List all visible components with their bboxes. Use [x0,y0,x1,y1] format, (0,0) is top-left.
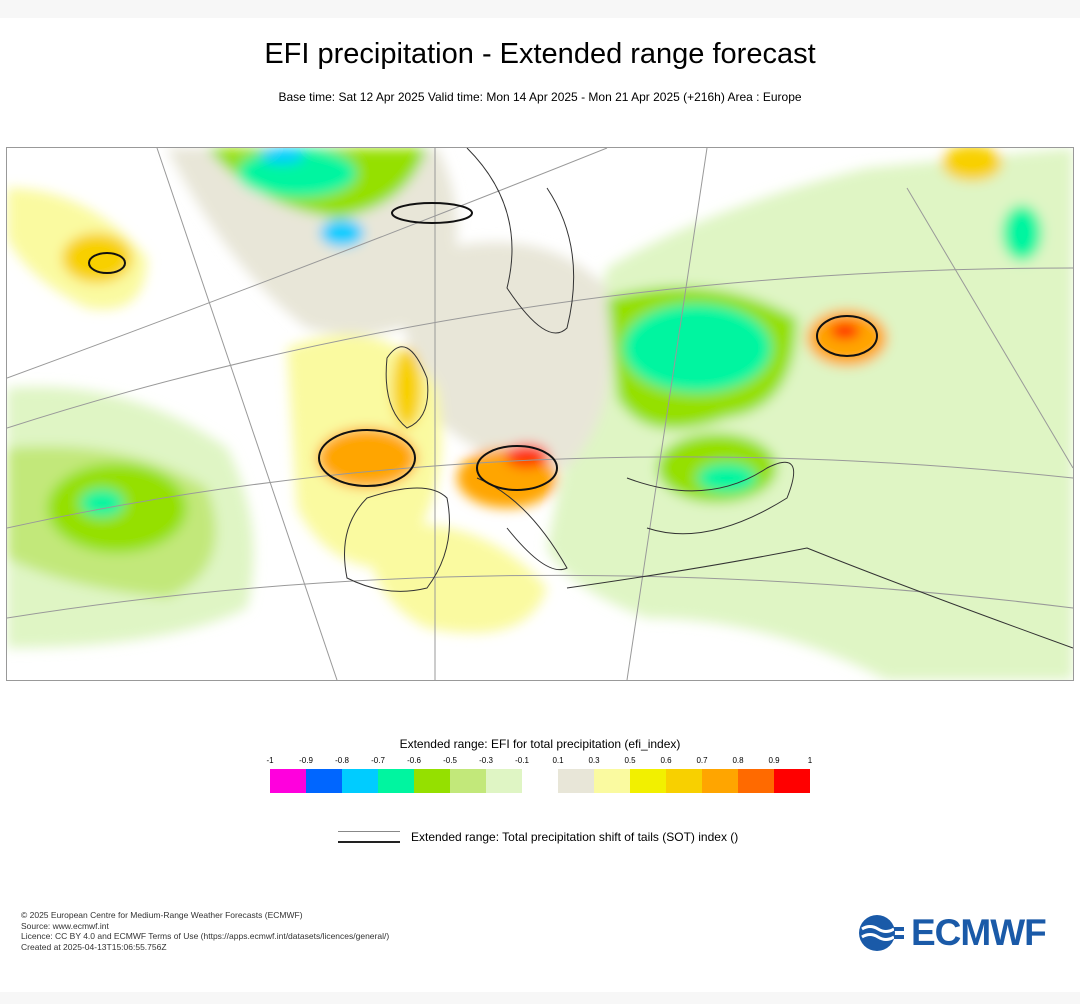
colorbar-swatch [738,769,774,793]
colorbar-tick-label: 0.8 [732,756,744,765]
colorbar-tick-label: -0.7 [371,756,385,765]
ecmwf-logo: ECMWF [858,912,1047,954]
map-canvas [6,145,1074,681]
colorbar-tick-label: -0.3 [479,756,493,765]
colorbar-tick-label: 0.1 [552,756,564,765]
red-area-caucasus [830,323,860,339]
sot-line-symbols [338,831,400,843]
colorbar-swatch [594,769,630,793]
coastlines [344,147,1074,649]
legend-ticks: -1 -0.9 -0.8 -0.7 -0.6 -0.5 -0.3 -0.1 0.1 0.3 0.5 0… [266,756,813,768]
cyan-area-atlantic [80,489,124,517]
legend-colorbar [270,769,810,793]
blue-area-greenland [260,148,304,164]
colorbar-swatch [306,769,342,793]
orange-area-nw [62,233,132,283]
colorbar-tick-label: 0.9 [768,756,780,765]
footer-created: Created at 2025-04-13T15:06:55.756Z [21,941,167,952]
cyan-area-greece [697,463,757,493]
graticule [6,147,1074,681]
sot-legend-label: Extended range: Total precipitation shif… [411,830,739,844]
colorbar-tick-label: 1 [807,756,813,765]
sot-contours [88,202,878,491]
colorbar-swatch [414,769,450,793]
colorbar-swatch [342,769,378,793]
colorbar-tick-label: 0.6 [660,756,672,765]
colorbar-tick-label: -0.1 [515,756,529,765]
top-bar [0,0,1080,18]
colorbar-swatch [666,769,702,793]
footer-source: Source: www.ecmwf.int [21,920,109,931]
efi-map [6,145,1074,681]
colorbar-tick-label: 0.5 [624,756,636,765]
pale-green-area-east [547,148,1073,680]
colorbar-tick-label: -0.6 [407,756,421,765]
colorbar-swatch [558,769,594,793]
page-subtitle: Base time: Sat 12 Apr 2025 Valid time: M… [278,90,802,104]
colorbar-swatch [522,769,558,793]
legend-title: Extended range: EFI for total precipitat… [399,737,681,751]
colorbar-tick-label: -0.8 [335,756,349,765]
footer-copyright: © 2025 European Centre for Medium-Range … [21,910,303,920]
colorbar-tick-label: -1 [266,756,274,765]
colorbar-tick-label: 0.7 [696,756,708,765]
colorbar-tick-label: -0.5 [443,756,457,765]
footer-credits: © 2025 European Centre for Medium-Range … [21,910,389,952]
page-title: EFI precipitation - Extended range forec… [264,38,816,70]
beige-area-center [387,242,612,468]
colorbar-swatch [378,769,414,793]
colorbar-swatch [486,769,522,793]
bottom-bar [0,992,1080,1004]
yellow-area-south [367,524,547,633]
orange-area-iberia [317,428,417,488]
colorbar-tick-label: -0.9 [299,756,313,765]
colorbar-swatch [450,769,486,793]
ecmwf-logo-text: ECMWF [911,912,1047,953]
cyan-area-iceland [320,219,364,247]
colorbar-swatch [630,769,666,793]
cyan-area-siberia [1002,205,1042,261]
cyan-area-east [622,303,772,393]
ecmwf-logo-icon [859,915,904,951]
colorbar-swatch [270,769,306,793]
colorbar-swatch [702,769,738,793]
colorbar-swatch [774,769,810,793]
orange-area-arctic [942,145,1002,181]
footer-licence: Licence: CC BY 4.0 and ECMWF Terms of Us… [21,931,390,941]
colorbar-tick-label: 0.3 [588,756,600,765]
orange-area-britain [392,348,422,428]
